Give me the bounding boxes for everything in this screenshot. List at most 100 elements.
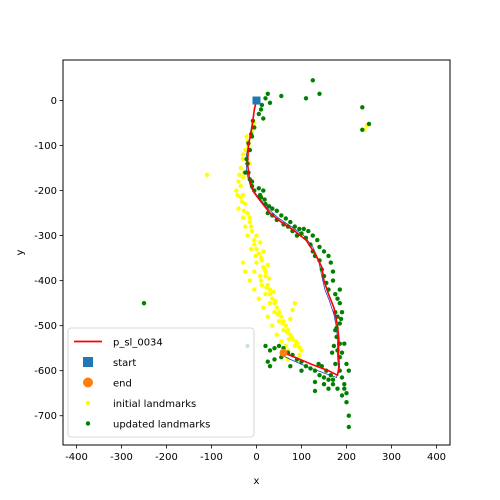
initial-landmark-point <box>243 201 248 207</box>
updated-landmark-point <box>330 377 336 382</box>
initial-landmark-point <box>240 260 246 265</box>
initial-landmark-point <box>249 228 255 234</box>
updated-landmark-point <box>243 170 248 175</box>
x-tick-label: -200 <box>155 452 178 463</box>
axis-ticks: -400 -300 -200 -100 0 100 200 300 400 0 -100 -200 -3… <box>34 96 446 463</box>
updated-landmark-point <box>337 301 342 306</box>
updated-landmark-point <box>321 382 327 387</box>
start-marker <box>252 96 261 105</box>
updated-landmark-point <box>329 350 335 355</box>
updated-landmark-point <box>346 424 351 430</box>
initial-landmark-point <box>259 282 265 288</box>
updated-landmark-point <box>288 364 293 369</box>
updated-landmark-point <box>344 400 349 405</box>
updated-landmark-point <box>360 105 365 110</box>
updated-landmark-point <box>308 366 313 371</box>
initial-landmark-point <box>243 269 248 274</box>
updated-landmark-point <box>259 102 265 108</box>
initial-landmark-point <box>267 287 273 292</box>
updated-landmark-point <box>339 393 345 398</box>
updated-landmark-point <box>342 341 347 346</box>
legend-swatch <box>83 357 93 367</box>
updated-landmark-point <box>328 373 333 378</box>
initial-landmark-point <box>238 195 243 200</box>
initial-landmark-point <box>285 357 291 362</box>
updated-landmark-point <box>328 260 333 265</box>
legend-swatch <box>83 377 93 388</box>
initial-landmark-point <box>245 210 250 216</box>
initial-landmark-point <box>247 215 252 220</box>
initial-landmark-point <box>288 316 293 322</box>
initial-landmark-point <box>263 292 268 297</box>
initial-landmark-point <box>240 152 246 157</box>
updated-landmark-point <box>274 208 279 213</box>
initial-landmark-point <box>267 301 273 306</box>
initial-landmark-point <box>243 224 248 229</box>
updated-landmark-point <box>262 197 267 202</box>
x-tick-label: 0 <box>253 452 259 463</box>
initial-landmark-point <box>254 233 259 238</box>
updated-landmark-point <box>316 361 321 367</box>
updated-landmark-point <box>265 91 270 97</box>
initial-landmark-point <box>240 156 246 162</box>
initial-landmark-point <box>245 233 250 238</box>
updated-landmark-point <box>315 237 320 243</box>
initial-landmark-point <box>283 323 288 328</box>
plot-area <box>141 78 372 430</box>
x-tick-label: -100 <box>200 452 223 463</box>
updated-landmark-point <box>257 192 263 198</box>
x-tick-label: 400 <box>427 452 446 463</box>
x-tick-label: -300 <box>110 452 133 463</box>
initial-landmark-point <box>240 215 246 220</box>
legend-label: updated landmarks <box>113 420 210 431</box>
initial-landmark-point <box>299 348 304 353</box>
initial-landmark-point <box>262 267 267 272</box>
initial-landmark-point <box>243 147 248 153</box>
y-tick-label: 0 <box>51 96 57 107</box>
initial-landmark-point <box>284 330 290 335</box>
initial-landmark-point <box>238 165 243 171</box>
initial-landmark-point <box>259 258 265 263</box>
initial-landmark-point <box>265 314 270 319</box>
updated-landmark-point <box>310 233 315 238</box>
x-tick-label: 300 <box>382 452 401 463</box>
initial-landmark-point <box>261 305 266 310</box>
initial-landmark-point <box>290 307 295 313</box>
updated-landmark-point <box>252 125 257 130</box>
initial-landmark-point <box>272 310 277 315</box>
initial-landmark-point <box>252 287 257 292</box>
updated-landmark-point <box>279 93 284 99</box>
legend-label: start <box>113 358 136 369</box>
x-tick-label: 200 <box>337 452 356 463</box>
updated-landmark-point <box>344 391 349 396</box>
initial-landmark-point <box>279 314 284 319</box>
initial-landmark-point <box>258 278 264 283</box>
initial-landmark-point <box>281 328 286 333</box>
updated-landmark-point <box>297 226 302 232</box>
updated-landmark-point <box>312 368 318 373</box>
legend-swatch <box>85 400 91 406</box>
updated-landmark-point <box>366 121 372 127</box>
updated-landmark-point <box>317 244 322 250</box>
updated-landmark-point <box>258 107 264 112</box>
legend-swatch <box>85 421 91 426</box>
initial-landmark-point <box>286 337 292 342</box>
initial-landmark-point <box>256 296 261 301</box>
initial-landmark-point <box>292 301 297 306</box>
initial-landmark-point <box>273 298 278 304</box>
updated-landmark-point <box>310 78 315 83</box>
updated-landmark-point <box>337 321 342 326</box>
initial-landmark-point <box>247 219 252 225</box>
initial-landmark-point <box>293 339 299 344</box>
initial-landmark-point <box>252 242 257 247</box>
updated-landmark-point <box>312 388 318 394</box>
updated-landmark-point <box>312 379 318 385</box>
x-tick-label: -400 <box>65 452 88 463</box>
updated-landmark-point <box>317 373 322 378</box>
initial-landmark-point <box>270 296 275 301</box>
updated-landmark-point <box>330 382 336 387</box>
initial-landmark-point <box>267 292 273 297</box>
updated-landmark-point <box>256 186 261 191</box>
initial-landmark-point <box>263 273 268 279</box>
